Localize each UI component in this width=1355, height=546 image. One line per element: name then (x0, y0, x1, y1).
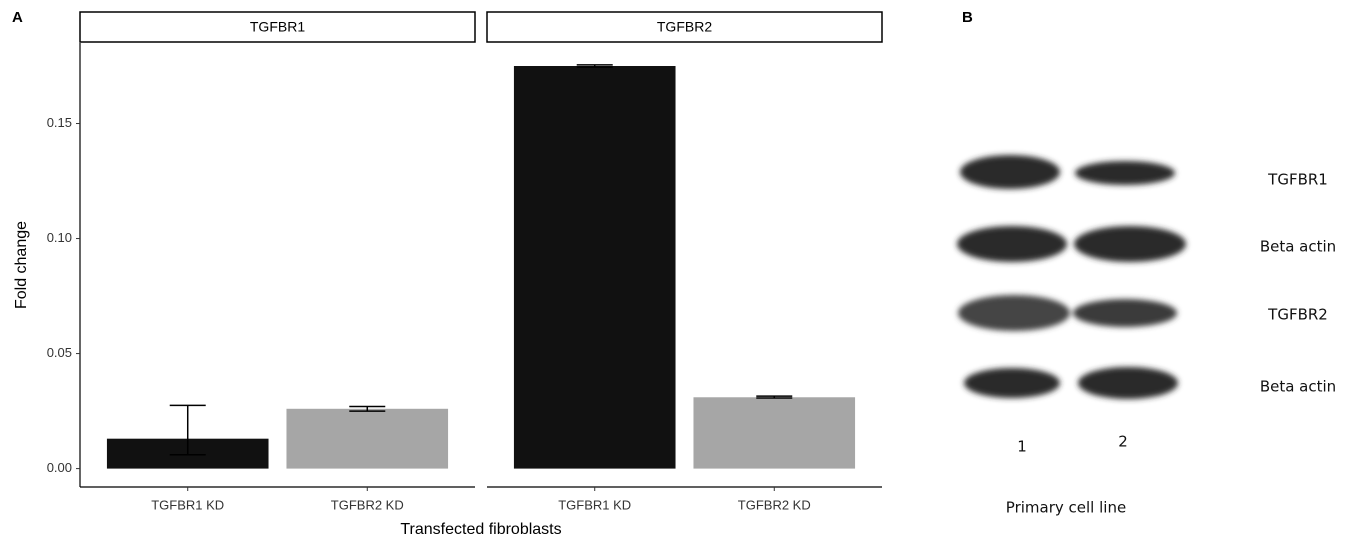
x-tick-label: TGFBR2 KD (331, 497, 404, 512)
error-bar (576, 64, 613, 68)
row-label: TGFBR2 (1267, 306, 1328, 324)
x-tick-label: TGFBR1 KD (558, 497, 631, 512)
blot-band (958, 295, 1070, 331)
error-bar (169, 404, 206, 456)
facet-title: TGFBR1 (250, 19, 305, 35)
lane-title: Primary cell line (1006, 499, 1126, 517)
lane-label: 2 (1118, 433, 1128, 451)
row-label: Beta actin (1260, 238, 1336, 256)
facet-strip (79, 11, 476, 43)
y-tick-label: 0.15 (47, 115, 72, 130)
error-bar (756, 395, 793, 399)
blot-band (1074, 226, 1186, 262)
y-tick-label: 0.00 (47, 460, 72, 475)
row-label: Beta actin (1260, 378, 1336, 396)
blot-band (1075, 161, 1175, 185)
y-axis-title: Fold change (13, 221, 30, 309)
blot-band (1078, 367, 1178, 399)
x-tick-label: TGFBR1 KD (151, 497, 224, 512)
blot-band (1073, 299, 1177, 327)
bar (693, 397, 856, 469)
bar (286, 408, 449, 469)
blot-band (957, 226, 1067, 262)
y-tick-label: 0.10 (47, 230, 72, 245)
panel-label: B (962, 9, 973, 26)
panel-label: A (12, 9, 23, 26)
facet-title: TGFBR2 (657, 19, 712, 35)
bar (513, 66, 676, 469)
facet-strip (486, 11, 883, 43)
row-label: TGFBR1 (1267, 171, 1328, 189)
lane-label: 1 (1017, 438, 1027, 456)
x-tick-label: TGFBR2 KD (738, 497, 811, 512)
error-bar (349, 405, 386, 412)
y-tick-label: 0.05 (47, 345, 72, 360)
blot-band (960, 155, 1060, 189)
western-blot: B TGFBR1 Beta actin TGFBR2 Beta actin 1 … (957, 9, 1336, 517)
blot-band (964, 368, 1060, 398)
x-axis-title: Transfected fibroblasts (400, 521, 561, 538)
